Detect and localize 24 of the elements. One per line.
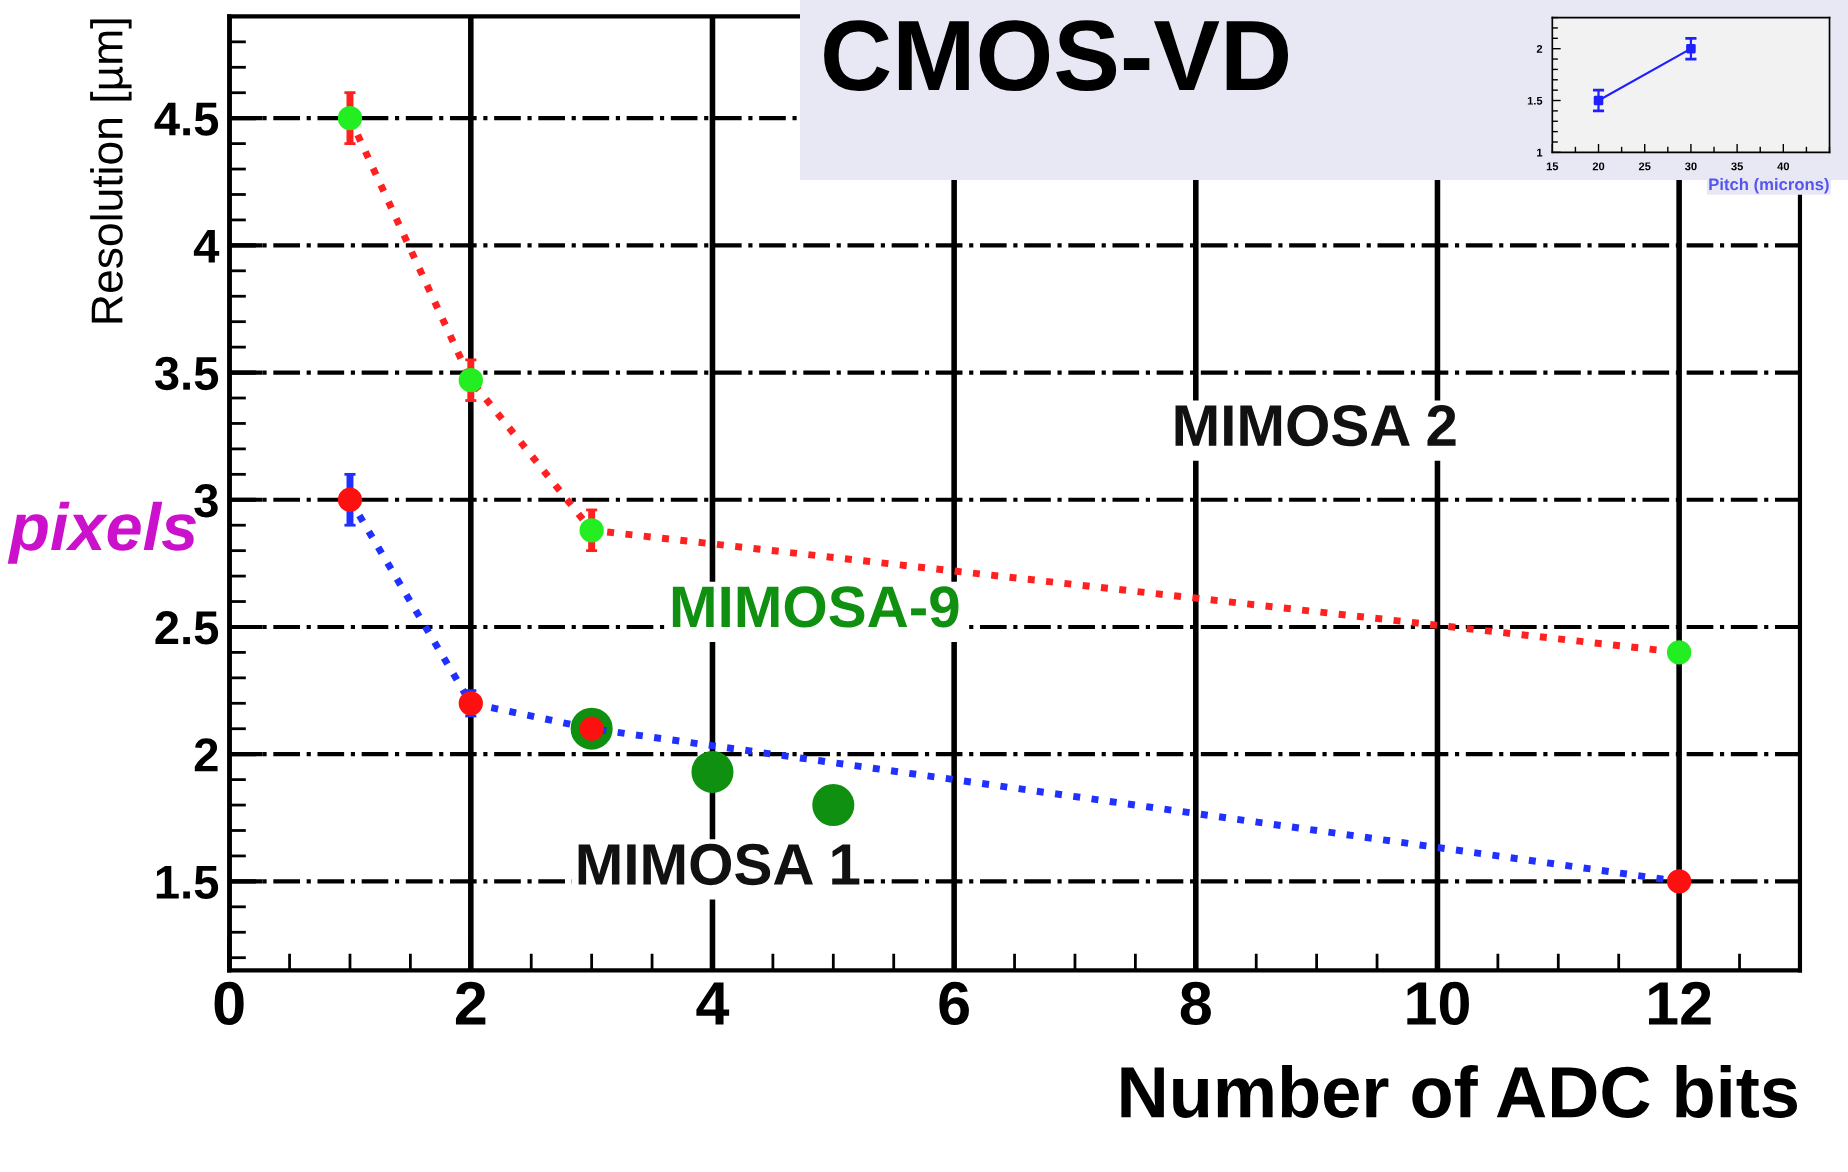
x-tick-label: 2 (455, 981, 486, 1025)
x-tick-label: 0 (214, 981, 244, 1026)
x-tick-label: 10 (1407, 981, 1469, 1026)
y-tick-label: 3.5 (154, 356, 219, 391)
x-axis-title: Pitch (microns) (1709, 178, 1829, 194)
x-tick-label: 8 (1180, 981, 1211, 1026)
annotation: CMOS-VD (824, 20, 1289, 91)
y-tick-label: 3 (194, 483, 218, 518)
x-tick-label: 4 (696, 982, 730, 1025)
x-tick-label: 6 (939, 981, 969, 1026)
y-tick-label: 4 (193, 229, 220, 263)
y-tick-label: 1.5 (156, 866, 219, 899)
x-tick-label: 12 (1648, 981, 1711, 1025)
y-tick-label: 2.5 (155, 611, 219, 645)
x-axis-title: Number of ADC bits (1121, 1064, 1798, 1118)
y-tick-label: 4.5 (154, 102, 219, 136)
y-axis-title: Resolution [µm] (90, 19, 132, 323)
text: pixels (7, 501, 196, 564)
annotation: MIMOSA 2 (1175, 404, 1456, 447)
series-label: MIMOSA-9 (672, 586, 959, 628)
y-tick-label: 2 (194, 738, 218, 772)
annotation: MIMOSA 1 (578, 843, 860, 886)
point (812, 784, 855, 827)
point (691, 750, 734, 794)
